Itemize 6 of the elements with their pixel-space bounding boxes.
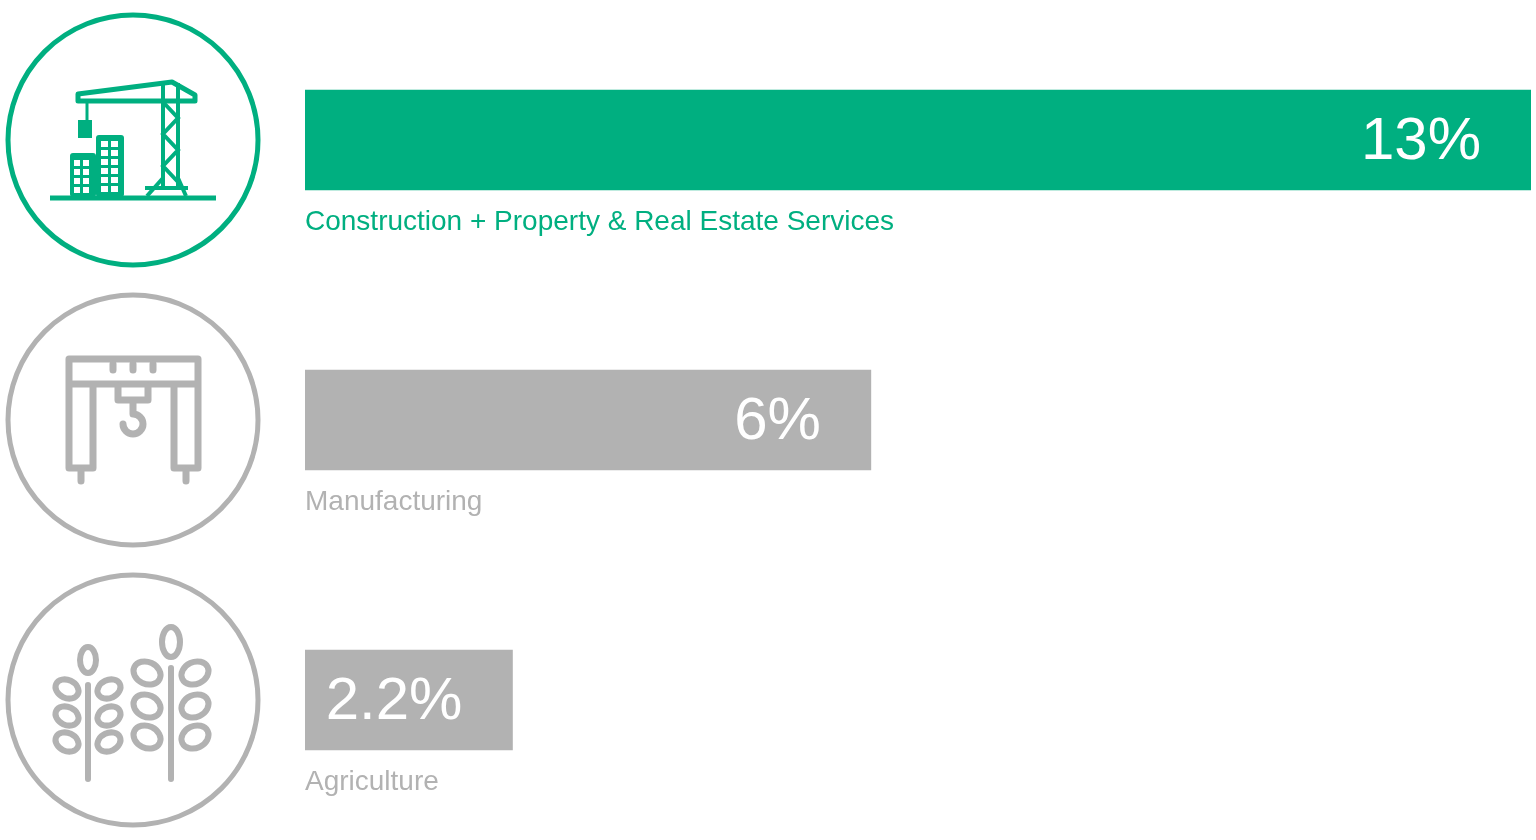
data-label: 6% [734,384,821,452]
y-tick-label: Agriculture [305,764,439,796]
data-label: 13% [1360,104,1481,172]
data-label: 2.2% [325,664,463,732]
y-tick-label: Manufacturing [305,484,483,516]
y-tick-label: Construction + Property & Real Estate Services [305,204,895,236]
